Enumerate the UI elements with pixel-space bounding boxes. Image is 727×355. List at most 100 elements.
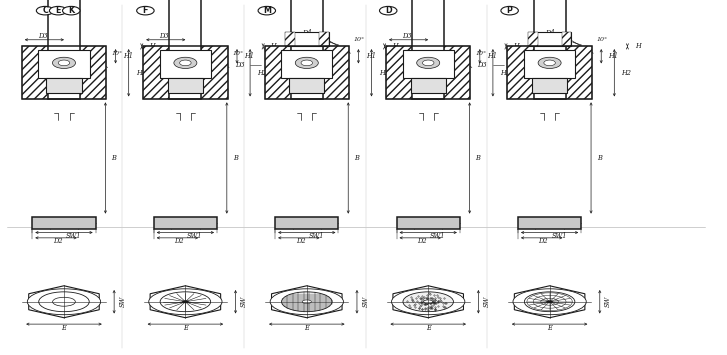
Bar [285,32,329,46]
Ellipse shape [52,297,76,306]
Bar [168,78,203,93]
Text: P: P [507,6,513,15]
Text: H: H [635,42,640,50]
Bar [39,50,89,78]
Circle shape [174,57,197,69]
Text: E: E [55,6,61,15]
Bar [80,46,106,99]
Bar [444,46,470,99]
Circle shape [544,60,555,66]
Ellipse shape [149,289,222,315]
Text: H2: H2 [136,69,146,77]
Ellipse shape [424,300,433,304]
Bar [561,32,571,46]
Text: H: H [392,42,398,50]
Circle shape [63,6,80,15]
Bar [276,217,339,229]
Polygon shape [150,286,220,318]
Bar [534,0,566,99]
Text: B: B [475,154,481,162]
Bar [528,32,537,46]
Ellipse shape [160,292,211,312]
Text: 10°: 10° [597,37,608,42]
Text: H1: H1 [366,52,376,60]
Bar [265,46,349,99]
Text: E: E [62,324,66,332]
Ellipse shape [302,300,311,304]
Text: K: K [68,6,74,15]
Bar [397,217,459,229]
Polygon shape [393,286,463,318]
Ellipse shape [513,289,586,315]
Text: E: E [547,324,552,332]
Bar [528,32,571,46]
Circle shape [258,6,276,15]
Text: H2: H2 [622,69,632,77]
Text: D3: D3 [235,61,244,69]
Circle shape [36,6,54,15]
Text: D4: D4 [545,29,555,37]
Circle shape [501,6,518,15]
Text: C: C [42,6,48,15]
Ellipse shape [28,289,100,315]
Text: D2: D2 [417,237,427,245]
Bar [524,50,575,78]
Bar [143,46,228,99]
Circle shape [379,6,397,15]
Text: H2: H2 [500,69,510,77]
Text: D: D [385,6,392,15]
Text: E: E [305,324,309,332]
Circle shape [301,60,313,66]
Text: SW1: SW1 [430,232,446,240]
Bar [291,0,323,99]
Bar [32,217,96,229]
Circle shape [49,6,67,15]
Text: D2: D2 [53,237,63,245]
Circle shape [52,57,76,69]
Bar [532,78,567,93]
Text: M: M [262,6,271,15]
Circle shape [295,57,318,69]
Bar [22,46,106,99]
Text: D3: D3 [38,32,48,39]
Circle shape [422,60,434,66]
Text: H1: H1 [123,52,133,60]
Circle shape [538,57,561,69]
Text: D3: D3 [159,32,169,39]
Polygon shape [272,286,342,318]
Text: SW1: SW1 [308,232,324,240]
Text: SW1: SW1 [65,232,81,240]
Bar [285,32,295,46]
Text: H1: H1 [608,52,619,60]
Ellipse shape [281,292,332,312]
Bar [48,0,80,99]
Text: H: H [149,42,155,50]
Bar [507,46,534,99]
Text: D2: D2 [539,237,548,245]
Ellipse shape [270,289,343,315]
Text: B: B [354,154,359,162]
Text: SW: SW [361,296,369,307]
Bar [169,0,201,99]
Ellipse shape [524,292,575,312]
Bar [566,46,592,99]
Bar [411,78,446,93]
Text: E: E [426,324,430,332]
Bar [22,46,48,99]
Bar [281,50,332,78]
Ellipse shape [182,301,188,303]
Text: SW: SW [483,296,491,307]
Text: D3: D3 [478,61,487,69]
Bar [412,0,444,99]
Text: SW1: SW1 [551,232,567,240]
Bar [386,46,470,99]
Polygon shape [29,286,99,318]
Bar [403,50,454,78]
Text: H2: H2 [379,69,389,77]
Text: H2: H2 [257,69,268,77]
Circle shape [137,6,154,15]
Text: 10°: 10° [233,51,244,56]
Bar [318,32,329,46]
Circle shape [58,60,70,66]
Text: SW1: SW1 [187,232,203,240]
